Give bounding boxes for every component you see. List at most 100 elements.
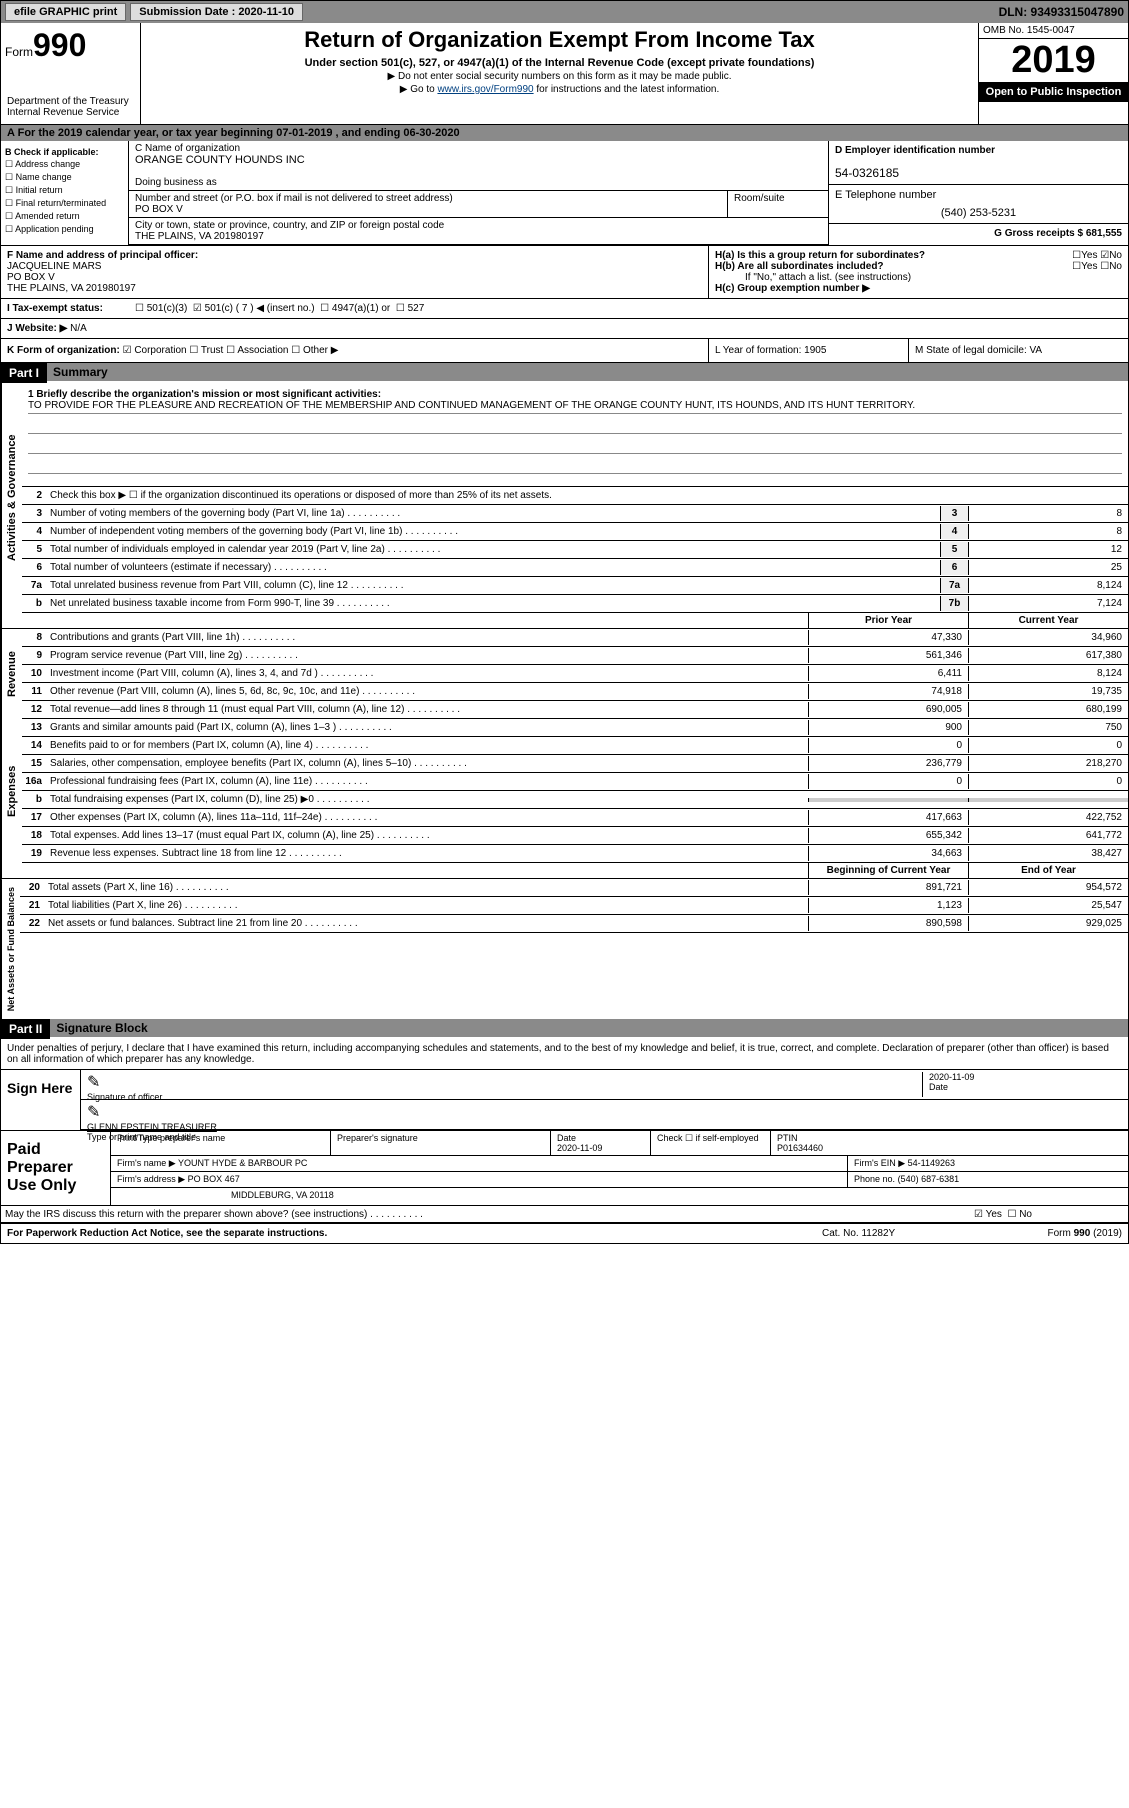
line-val: 8 [968,506,1128,521]
status-527[interactable]: ☐ 527 [396,303,424,314]
line-text: Benefits paid to or for members (Part IX… [46,738,808,753]
line-box: 3 [940,506,968,521]
paperwork-notice: For Paperwork Reduction Act Notice, see … [7,1228,822,1239]
line-num: 20 [20,882,44,893]
line-num: 13 [22,722,46,733]
line-text: Net assets or fund balances. Subtract li… [44,916,808,931]
topbar: efile GRAPHIC print Submission Date : 20… [1,1,1128,23]
prior-val [808,798,968,802]
firm-addr1: PO BOX 467 [188,1174,240,1184]
prior-val: 0 [808,738,968,753]
vert-net: Net Assets or Fund Balances [1,879,20,1019]
begin-year-header: Beginning of Current Year [808,863,968,878]
end-year-header: End of Year [968,863,1128,878]
officer-city: THE PLAINS, VA 201980197 [7,283,702,294]
check-application[interactable]: ☐ Application pending [5,224,124,235]
street: PO BOX V [135,204,721,215]
check-amended[interactable]: ☐ Amended return [5,211,124,222]
org-assoc[interactable]: ☐ Association [226,345,288,356]
website: N/A [70,323,87,334]
status-501c3[interactable]: ☐ 501(c)(3) [135,303,187,314]
efile-print-button[interactable]: efile GRAPHIC print [5,3,126,21]
curr-val: 38,427 [968,846,1128,861]
submission-date-button[interactable]: Submission Date : 2020-11-10 [130,3,303,21]
ssn-note: ▶ Do not enter social security numbers o… [145,71,974,82]
ein: 54-0326185 [835,166,1122,180]
line-box: 6 [940,560,968,575]
check-label: B Check if applicable: [5,147,124,157]
line-text: Other expenses (Part IX, column (A), lin… [46,810,808,825]
line2: Check this box ▶ ☐ if the organization d… [46,488,1128,503]
line-text: Total expenses. Add lines 13–17 (must eq… [46,828,808,843]
check-initial-return[interactable]: ☐ Initial return [5,185,124,196]
firm-addr-label: Firm's address ▶ [117,1174,185,1184]
city: THE PLAINS, VA 201980197 [135,231,822,242]
prior-val: 34,663 [808,846,968,861]
form-org-label: K Form of organization: [7,345,120,356]
line-text: Investment income (Part VIII, column (A)… [46,666,808,681]
org-trust[interactable]: ☐ Trust [189,345,223,356]
omb-number: OMB No. 1545-0047 [979,23,1128,39]
period-row: A For the 2019 calendar year, or tax yea… [1,125,1128,141]
line-val: 12 [968,542,1128,557]
sig-date: 2020-11-09 [929,1072,1122,1082]
discuss-label: May the IRS discuss this return with the… [1,1207,968,1222]
paid-preparer-label: Paid Preparer Use Only [1,1131,111,1205]
check-name-change[interactable]: ☐ Name change [5,172,124,183]
ptin-label: PTIN [777,1133,798,1143]
prior-val: 74,918 [808,684,968,699]
firm-addr2: MIDDLEBURG, VA 20118 [111,1188,1128,1202]
vert-governance: Activities & Governance [1,383,22,613]
prior-val: 236,779 [808,756,968,771]
firm-name-label: Firm's name ▶ [117,1158,176,1168]
line-num: 17 [22,812,46,823]
line-box: 5 [940,542,968,557]
phone-label: E Telephone number [835,189,1122,201]
prior-val: 890,598 [808,916,968,931]
cat-no: Cat. No. 11282Y [822,1228,972,1239]
year-formation: L Year of formation: 1905 [708,339,908,362]
form-title: Return of Organization Exempt From Incom… [145,27,974,53]
firm-name: YOUNT HYDE & BARBOUR PC [178,1158,307,1168]
irs-link[interactable]: www.irs.gov/Form990 [437,84,533,95]
part2-title: Signature Block [50,1019,1128,1037]
phone: (540) 253-5231 [835,207,1122,219]
line-text: Total number of individuals employed in … [46,542,940,557]
check-address-change[interactable]: ☐ Address change [5,159,124,170]
curr-val: 954,572 [968,880,1128,895]
line-text: Grants and similar amounts paid (Part IX… [46,720,808,735]
line-num: 19 [22,848,46,859]
prep-phone-label: Phone no. [854,1174,895,1184]
line-text: Total number of volunteers (estimate if … [46,560,940,575]
line-val: 7,124 [968,596,1128,611]
prior-val: 47,330 [808,630,968,645]
curr-val: 0 [968,738,1128,753]
check-final-return[interactable]: ☐ Final return/terminated [5,198,124,209]
line-text: Salaries, other compensation, employee b… [46,756,808,771]
status-501c[interactable]: ☑ 501(c) ( 7 ) ◀ (insert no.) [193,303,315,314]
tax-year: 2019 [979,39,1128,82]
prior-val: 900 [808,720,968,735]
line-num: 3 [22,508,46,519]
tax-status-label: I Tax-exempt status: [7,303,135,314]
officer-label: F Name and address of principal officer: [7,250,702,261]
prior-year-header: Prior Year [808,613,968,628]
dln: DLN: 93493315047890 [999,5,1124,19]
prep-phone: (540) 687-6381 [898,1174,960,1184]
sign-here-label: Sign Here [1,1070,81,1130]
org-other[interactable]: ☐ Other ▶ [291,345,338,356]
org-corp[interactable]: ☑ Corporation [123,345,187,356]
inspection-notice: Open to Public Inspection [979,82,1128,102]
website-label: J Website: ▶ [7,323,67,334]
status-4947[interactable]: ☐ 4947(a)(1) or [320,303,390,314]
org-name: ORANGE COUNTY HOUNDS INC [135,154,822,166]
curr-val: 8,124 [968,666,1128,681]
line-text: Number of independent voting members of … [46,524,940,539]
prep-check-label: Check ☐ if self-employed [651,1131,771,1155]
dept-treasury: Department of the Treasury Internal Reve… [5,94,136,120]
curr-val [968,798,1128,802]
goto-post: for instructions and the latest informat… [534,84,720,95]
street-label: Number and street (or P.O. box if mail i… [135,193,721,204]
line-num: 18 [22,830,46,841]
line-num: 22 [20,918,44,929]
